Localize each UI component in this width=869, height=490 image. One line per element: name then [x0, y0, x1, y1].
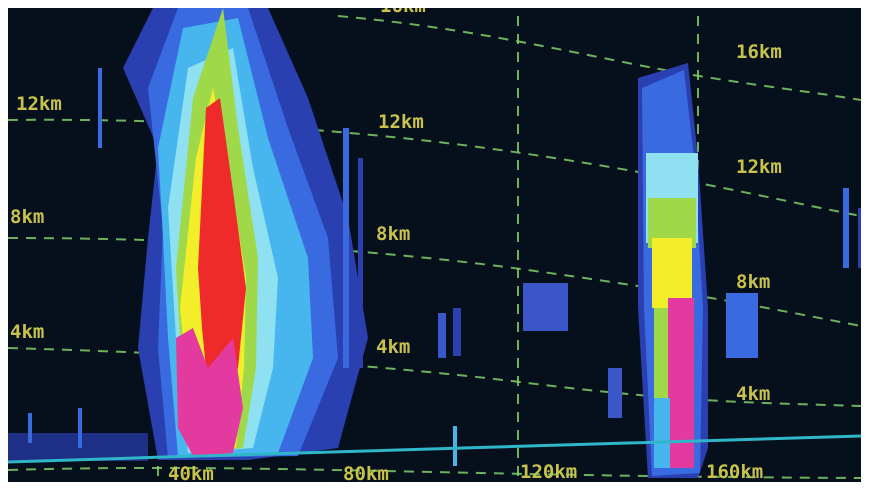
echo-streak [358, 158, 363, 368]
echo-block [858, 208, 861, 268]
echo-block [843, 188, 849, 268]
echo-magenta [668, 298, 694, 468]
clutter [78, 408, 82, 448]
grid-line-4km [8, 347, 861, 407]
echo-block [438, 313, 446, 358]
range-label-160km: 160km [706, 461, 763, 482]
echo-yellow [652, 238, 692, 308]
clutter [28, 413, 32, 443]
storm-cell-right [638, 63, 708, 478]
height-label-right-8km: 8km [736, 271, 770, 293]
echo-block [453, 308, 461, 356]
range-label-80km: 80km [343, 463, 389, 482]
clutter [453, 426, 457, 466]
ground-line [8, 434, 861, 464]
height-label-mid-8km: 8km [376, 223, 410, 245]
grid-line-12km [8, 118, 861, 217]
height-labels: 12km 8km 4km 16km 12km 8km 4km 16km 12km… [10, 8, 782, 405]
range-label-120km: 120km [520, 461, 577, 482]
echo-block [523, 283, 568, 331]
echo-magenta [176, 328, 243, 456]
height-label-left-4km: 4km [10, 321, 44, 343]
scattered-echoes [438, 188, 861, 418]
echo-block [608, 368, 622, 418]
height-label-mid-4km: 4km [376, 336, 410, 358]
echo-streak [343, 128, 349, 368]
height-label-left-8km: 8km [10, 206, 44, 228]
range-label-40km: 40km [168, 463, 214, 482]
radar-cross-section: 40km 80km 120km 160km 12km 8km 4km 16km … [8, 8, 861, 482]
ground-clutter [8, 408, 457, 466]
range-labels: 40km 80km 120km 160km [168, 461, 763, 482]
storm-cell-left [98, 8, 368, 460]
grid-line-8km [8, 237, 861, 327]
height-label-mid-12km: 12km [378, 111, 424, 133]
echo-red [198, 98, 246, 408]
echo-streak [98, 68, 102, 148]
height-label-right-16km: 16km [736, 41, 782, 63]
echo-cyan [654, 398, 670, 468]
height-label-mid-16km: 16km [380, 8, 426, 17]
grid-line-16km [337, 15, 861, 101]
height-label-right-12km: 12km [736, 156, 782, 178]
echo-block [726, 293, 758, 358]
height-label-right-4km: 4km [736, 383, 770, 405]
height-label-left-12km: 12km [16, 93, 62, 115]
